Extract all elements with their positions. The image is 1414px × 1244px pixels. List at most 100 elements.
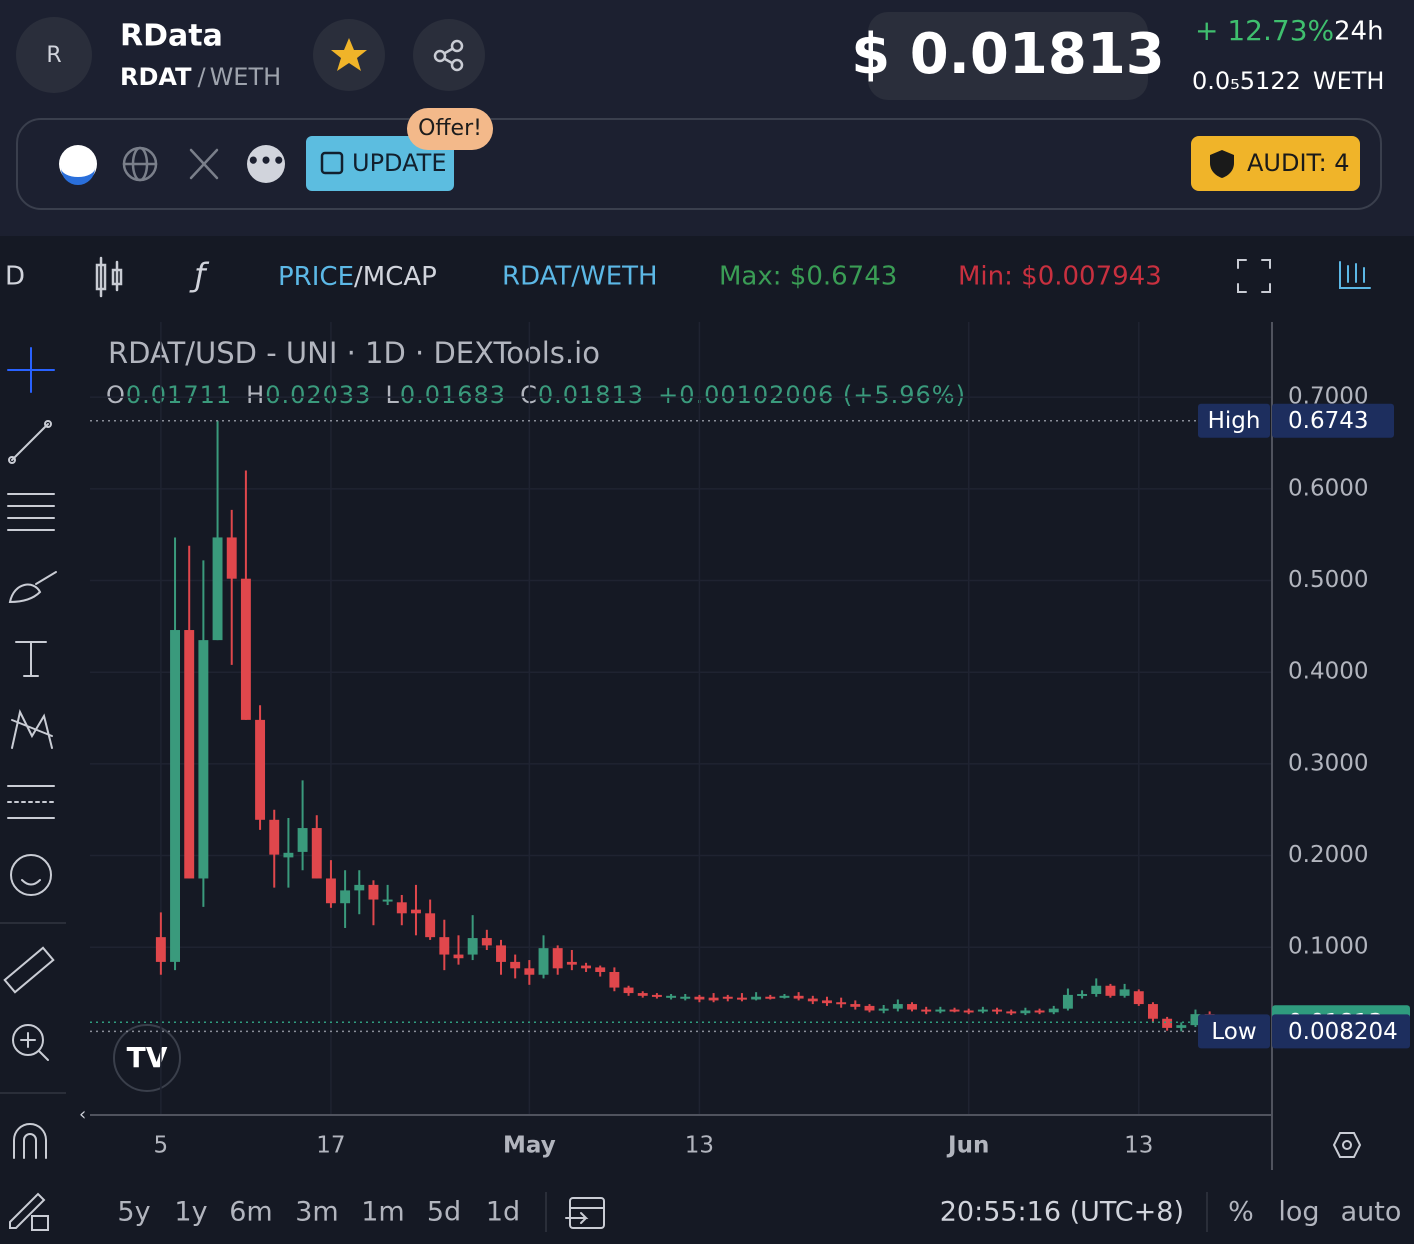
- price-line-label-box: [1198, 403, 1270, 438]
- candle-body: [666, 995, 677, 998]
- chart-settings-icon[interactable]: [1339, 261, 1371, 289]
- price-value: 0.008204: [1288, 1019, 1398, 1045]
- candle-body: [637, 993, 648, 996]
- candle-body: [1176, 1025, 1187, 1028]
- pattern-tool[interactable]: [11, 709, 53, 749]
- candle-body: [921, 1009, 932, 1012]
- candle-body: [566, 961, 577, 965]
- price-option[interactable]: PRICE: [278, 262, 354, 292]
- mcap-option[interactable]: /MCAP: [354, 262, 437, 292]
- candle-body: [680, 996, 691, 999]
- scroll-left[interactable]: ‹: [79, 1104, 86, 1125]
- legend-change: +0.00102006 (+5.96%): [658, 381, 966, 409]
- crosshair-tool[interactable]: [7, 347, 55, 393]
- site-icon-fill: [61, 168, 95, 185]
- clock: 20:55:16 (UTC+8): [940, 1197, 1184, 1228]
- scale-option[interactable]: %: [1228, 1197, 1254, 1228]
- candle-body: [864, 1005, 875, 1011]
- legend-key: L: [385, 381, 399, 409]
- pair-toggle[interactable]: RDAT/WETH: [502, 262, 658, 292]
- y-tick-label: 0.4000: [1288, 659, 1368, 685]
- scale-option[interactable]: auto: [1341, 1197, 1402, 1228]
- candle-body: [184, 630, 195, 879]
- ruler-tool[interactable]: [3, 946, 55, 994]
- drawing-toolbar: [0, 347, 66, 1231]
- chart-title: RDAT/USD - UNI · 1D · DEXTools.io: [108, 336, 600, 370]
- candle-body: [425, 913, 436, 938]
- site-icon[interactable]: [59, 145, 97, 183]
- candle-body: [765, 996, 776, 999]
- candle-type-icon[interactable]: [95, 256, 123, 298]
- avatar: [16, 17, 92, 93]
- prediction-tool[interactable]: [7, 785, 55, 819]
- interval[interactable]: D: [5, 262, 25, 292]
- more-button[interactable]: [247, 145, 285, 183]
- scale-option[interactable]: log: [1278, 1197, 1319, 1228]
- more-dots: •••: [247, 149, 285, 173]
- audit-button[interactable]: [1191, 136, 1360, 191]
- range-button[interactable]: 1y: [174, 1197, 207, 1228]
- fullscreen-icon[interactable]: [1237, 259, 1271, 293]
- emoji-tool[interactable]: [10, 854, 52, 896]
- y-tick-label: 0.2000: [1288, 842, 1368, 868]
- text-tool[interactable]: [15, 641, 47, 677]
- legend-value: 0.01813: [538, 381, 644, 409]
- candle-body: [496, 945, 506, 962]
- range-button[interactable]: 3m: [295, 1197, 338, 1228]
- brush-tool[interactable]: [8, 571, 57, 604]
- range-button[interactable]: 5d: [427, 1197, 461, 1228]
- candle-body: [878, 1008, 889, 1011]
- candle-body: [439, 937, 450, 955]
- x-icon[interactable]: [189, 148, 219, 180]
- candle-body: [283, 852, 294, 858]
- change-period: 24h: [1334, 17, 1384, 47]
- candle-body: [1162, 1018, 1173, 1028]
- candle-body: [1020, 1010, 1031, 1014]
- candle-body: [396, 902, 407, 914]
- range-button[interactable]: 6m: [229, 1197, 272, 1228]
- web-icon[interactable]: [122, 146, 158, 182]
- candle-body: [609, 971, 620, 988]
- candle-body: [822, 1000, 832, 1004]
- candle-body: [963, 1010, 974, 1013]
- date-range-icon[interactable]: [565, 1197, 605, 1229]
- candle-body: [1006, 1011, 1017, 1014]
- x-tick-label: 17: [316, 1133, 345, 1159]
- range-button[interactable]: 5y: [117, 1197, 150, 1228]
- price-mcap-toggle[interactable]: PRICE/MCAP: [278, 262, 437, 292]
- candle-body: [836, 1002, 847, 1005]
- update-button[interactable]: [306, 136, 454, 191]
- offer-badge: [407, 108, 493, 150]
- quote-price-unit: WETH: [1313, 67, 1385, 95]
- candle-body: [793, 995, 804, 999]
- legend-key: O: [106, 381, 126, 409]
- legend-value: 0.01683: [400, 381, 506, 409]
- candle-body: [481, 938, 492, 946]
- share-button[interactable]: [413, 19, 485, 91]
- range-button[interactable]: 1m: [361, 1197, 404, 1228]
- x-tick-label: 5: [154, 1133, 169, 1159]
- candle-body: [269, 819, 280, 855]
- magnet-tool[interactable]: [13, 1123, 47, 1159]
- tradingview-logo[interactable]: [113, 1024, 181, 1092]
- indicators-icon[interactable]: ƒ: [188, 256, 209, 294]
- fib-tool[interactable]: [7, 493, 55, 531]
- candle-body: [538, 948, 549, 975]
- candle-body: [595, 967, 606, 972]
- candle-body: [850, 1004, 861, 1007]
- quote-symbol: WETH: [210, 63, 282, 91]
- trendline-tool[interactable]: [8, 420, 52, 464]
- axis-settings-icon[interactable]: [1332, 1132, 1362, 1158]
- range-button[interactable]: 1d: [486, 1197, 520, 1228]
- candle-body: [1147, 1004, 1158, 1019]
- zoom-tool[interactable]: [12, 1024, 49, 1061]
- price-line-label: Low: [1211, 1019, 1256, 1045]
- candle-body: [1190, 1014, 1201, 1026]
- lock-tool[interactable]: [9, 1192, 49, 1231]
- price-box: [868, 12, 1148, 100]
- candle-body: [779, 995, 790, 998]
- star-icon: [331, 38, 367, 71]
- candle-body: [467, 938, 478, 955]
- price-value: 0.6743: [1288, 408, 1368, 434]
